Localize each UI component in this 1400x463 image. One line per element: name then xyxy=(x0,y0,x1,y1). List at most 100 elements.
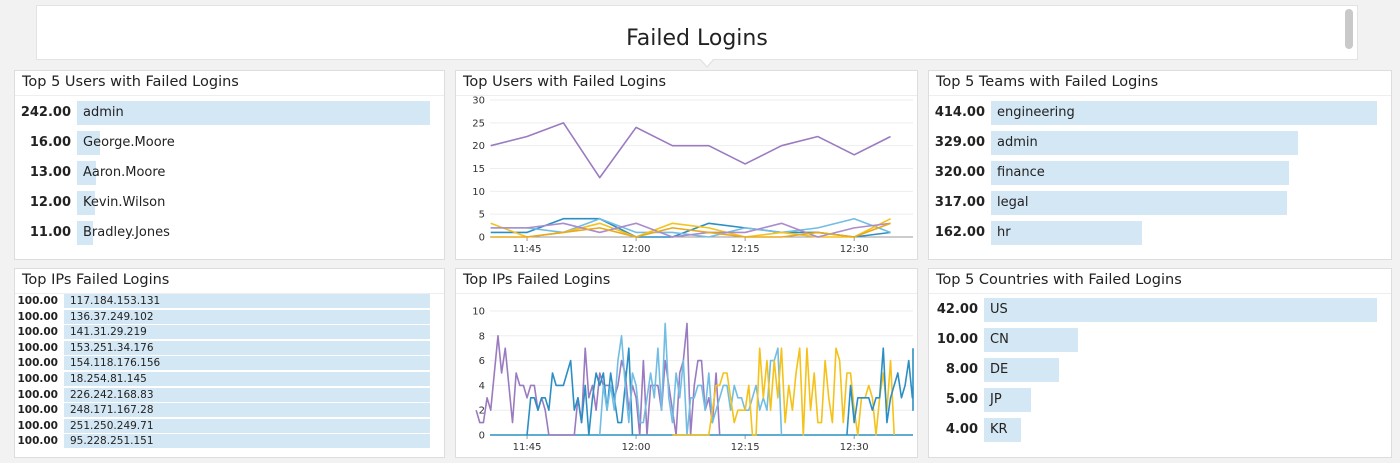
y-tick-label: 25 xyxy=(472,118,485,129)
toplist-row[interactable]: 329.00 admin xyxy=(929,131,1391,155)
toplist-row[interactable]: 8.00 DE xyxy=(929,358,1391,382)
row-label: admin xyxy=(997,135,1038,150)
row-bar xyxy=(984,388,1031,412)
row-value: 100.00 xyxy=(17,295,58,307)
x-tick-label: 11:45 xyxy=(513,442,542,453)
toplist-row[interactable]: 100.00 18.254.81.145 xyxy=(15,372,444,386)
row-bar xyxy=(77,101,430,125)
row-value: 11.00 xyxy=(29,225,71,240)
toplist-row[interactable]: 5.00 JP xyxy=(929,388,1391,412)
row-label: George.Moore xyxy=(83,135,175,150)
widget-title: Top IPs Failed Logins xyxy=(456,269,917,294)
toplist-row[interactable]: 317.00 legal xyxy=(929,191,1391,215)
row-bar xyxy=(77,161,96,185)
row-value: 100.00 xyxy=(17,310,58,323)
toplist-row[interactable]: 100.00 95.228.251.151 xyxy=(15,434,444,449)
toplist-row[interactable]: 100.00 248.171.167.28 xyxy=(15,403,444,418)
row-label: 154.118.176.156 xyxy=(70,357,161,370)
y-tick-label: 5 xyxy=(479,210,485,221)
row-value: 329.00 xyxy=(934,135,985,150)
widget-title: Top 5 Countries with Failed Logins xyxy=(929,269,1391,294)
row-value: 8.00 xyxy=(945,362,978,377)
toplist-row[interactable]: 4.00 KR xyxy=(929,418,1391,442)
y-tick-label: 2 xyxy=(479,406,485,417)
dashboard-title: Failed Logins xyxy=(626,26,768,51)
row-label: Kevin.Wilson xyxy=(83,195,166,210)
series-line[interactable] xyxy=(846,347,914,436)
row-label: legal xyxy=(997,195,1029,210)
series-line[interactable] xyxy=(475,322,721,436)
toplist-row[interactable]: 100.00 226.242.168.83 xyxy=(15,387,444,402)
top-teams-widget[interactable]: Top 5 Teams with Failed Logins 414.00 eng… xyxy=(928,70,1392,260)
x-tick-label: 12:00 xyxy=(622,244,651,255)
top-countries-widget[interactable]: Top 5 Countries with Failed Logins 42.00… xyxy=(928,268,1392,458)
row-label: 226.242.168.83 xyxy=(70,388,154,401)
row-label: admin xyxy=(83,105,124,120)
row-bar xyxy=(77,131,101,155)
row-label: KR xyxy=(990,422,1008,437)
toplist-row[interactable]: 242.00 admin xyxy=(15,101,444,125)
row-bar xyxy=(984,418,1022,442)
top-ips-widget[interactable]: Top IPs Failed Logins 100.00 117.184.153.… xyxy=(14,268,445,458)
toplist-row[interactable]: 100.00 117.184.153.131 xyxy=(15,294,444,308)
row-value: 100.00 xyxy=(17,404,58,417)
row-value: 100.00 xyxy=(17,373,58,385)
toplist-row[interactable]: 414.00 engineering xyxy=(929,101,1391,125)
row-label: JP xyxy=(990,392,1002,407)
toplist-row[interactable]: 100.00 153.251.34.176 xyxy=(15,340,444,355)
row-bar xyxy=(64,403,430,418)
toplist-row[interactable]: 100.00 251.250.249.71 xyxy=(15,418,444,433)
row-bar xyxy=(64,294,430,308)
toplist-row[interactable]: 11.00 Bradley.Jones xyxy=(15,221,444,245)
x-tick-label: 12:00 xyxy=(622,442,651,453)
row-label: US xyxy=(990,302,1008,317)
x-tick-label: 12:30 xyxy=(840,442,869,453)
toplist-row[interactable]: 42.00 US xyxy=(929,298,1391,322)
series-line[interactable] xyxy=(490,222,891,238)
row-label: 95.228.251.151 xyxy=(70,435,154,448)
series-line[interactable] xyxy=(490,122,891,179)
toplist-row[interactable]: 100.00 141.31.29.219 xyxy=(15,325,444,340)
row-bar xyxy=(991,161,1290,185)
row-value: 100.00 xyxy=(17,357,58,370)
y-tick-label: 15 xyxy=(472,164,485,175)
note-widget: Failed Logins xyxy=(36,5,1358,68)
row-bar xyxy=(64,309,430,324)
row-value: 414.00 xyxy=(934,105,985,120)
row-value: 10.00 xyxy=(936,332,978,347)
row-label: CN xyxy=(990,332,1009,347)
scrollbar[interactable] xyxy=(1345,9,1353,49)
y-tick-label: 6 xyxy=(479,356,485,367)
row-label: 117.184.153.131 xyxy=(70,295,161,307)
row-bar xyxy=(64,387,430,402)
toplist-row[interactable]: 100.00 154.118.176.156 xyxy=(15,356,444,371)
top-users-widget[interactable]: Top 5 Users with Failed Logins 242.00 adm… xyxy=(14,70,445,260)
toplist-row[interactable]: 13.00 Aaron.Moore xyxy=(15,161,444,185)
y-tick-label: 0 xyxy=(479,431,485,442)
y-tick-label: 10 xyxy=(472,307,485,318)
users-timeseries-chart[interactable]: 0 5 10 15 20 25 30 11:45 12:00 12:15 12:30 xyxy=(456,96,919,260)
toplist-row[interactable]: 10.00 CN xyxy=(929,328,1391,352)
ips-timeseries-chart[interactable]: 0 2 4 6 8 10 11:45 12:00 12:15 12:30 xyxy=(456,294,919,458)
users-chart-widget[interactable]: Top Users with Failed Logins 0 5 10 15 20 25 3… xyxy=(455,70,918,260)
ips-chart-widget[interactable]: Top IPs Failed Logins 0 2 4 6 8 10 11:45 12:00 1… xyxy=(455,268,918,458)
x-tick-label: 12:30 xyxy=(840,244,869,255)
row-value: 100.00 xyxy=(17,435,58,448)
toplist-row[interactable]: 320.00 finance xyxy=(929,161,1391,185)
series-line[interactable] xyxy=(672,347,895,436)
row-value: 16.00 xyxy=(29,135,71,150)
series-line[interactable] xyxy=(598,322,783,436)
y-tick-label: 0 xyxy=(479,233,485,244)
row-bar xyxy=(991,101,1377,125)
toplist-row[interactable]: 12.00 Kevin.Wilson xyxy=(15,191,444,215)
row-value: 100.00 xyxy=(17,341,58,354)
toplist-row[interactable]: 100.00 136.37.249.102 xyxy=(15,309,444,324)
series-line[interactable] xyxy=(490,222,891,238)
row-bar xyxy=(64,356,430,371)
toplist-row[interactable]: 162.00 hr xyxy=(929,221,1391,245)
x-tick-label: 12:15 xyxy=(731,244,760,255)
row-label: 153.251.34.176 xyxy=(70,341,154,354)
row-value: 242.00 xyxy=(20,105,71,120)
toplist-row[interactable]: 16.00 George.Moore xyxy=(15,131,444,155)
row-bar xyxy=(64,434,430,449)
